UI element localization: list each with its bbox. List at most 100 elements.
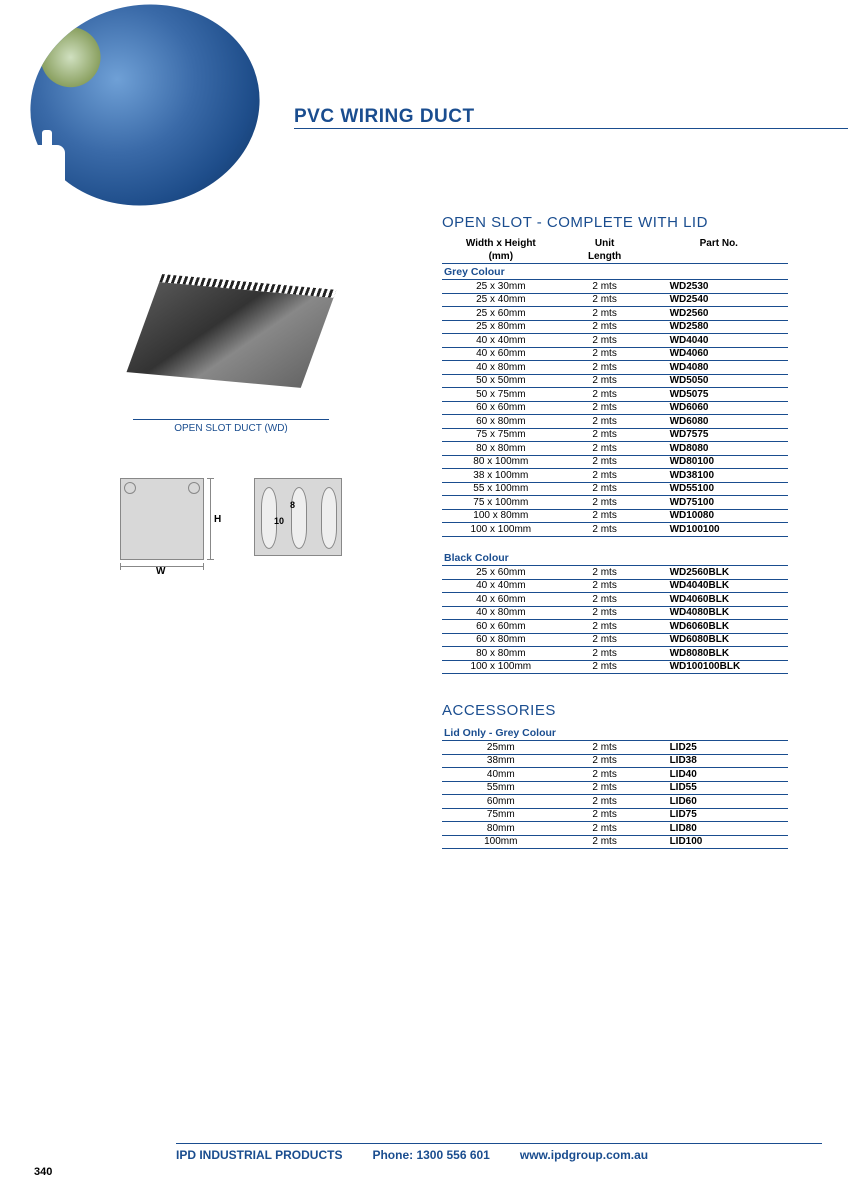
- cell-part: WD55100: [650, 482, 788, 496]
- cell-wh: 60 x 80mm: [442, 633, 560, 647]
- table-row: 50 x 50mm2 mtsWD5050: [442, 374, 788, 388]
- cell-wh: 38 x 100mm: [442, 469, 560, 483]
- cell-part: LID80: [650, 822, 788, 836]
- table-row: 80 x 80mm2 mtsWD8080BLK: [442, 647, 788, 661]
- cell-wh: 25 x 60mm: [442, 566, 560, 580]
- col-unit: Unit: [560, 237, 650, 250]
- dimension-10: 10: [274, 516, 284, 526]
- table-row: 40 x 60mm2 mtsWD4060: [442, 347, 788, 361]
- cell-wh: 40 x 40mm: [442, 579, 560, 593]
- page-title: PVC WIRING DUCT: [294, 106, 475, 128]
- cell-wh: 25 x 30mm: [442, 280, 560, 294]
- table-row: 100mm2 mtsLID100: [442, 835, 788, 849]
- col-part: Part No.: [650, 237, 788, 250]
- cell-wh: 75mm: [442, 808, 560, 822]
- cell-unit: 2 mts: [560, 795, 650, 809]
- cell-part: WD4040BLK: [650, 579, 788, 593]
- footer-url: www.ipdgroup.com.au: [520, 1148, 648, 1162]
- cell-wh: 75 x 75mm: [442, 428, 560, 442]
- footer-phone: Phone: 1300 556 601: [372, 1148, 489, 1162]
- dimension-w: W: [156, 566, 165, 577]
- diagram-slot-view: [254, 478, 342, 556]
- cell-unit: 2 mts: [560, 293, 650, 307]
- cell-wh: 60 x 60mm: [442, 620, 560, 634]
- cell-wh: 40mm: [442, 768, 560, 782]
- cell-wh: 40 x 40mm: [442, 334, 560, 348]
- cell-unit: 2 mts: [560, 822, 650, 836]
- cell-unit: 2 mts: [560, 808, 650, 822]
- cell-unit: 2 mts: [560, 320, 650, 334]
- cell-wh: 100 x 80mm: [442, 509, 560, 523]
- hero-image: [20, 0, 275, 230]
- table-row: 80mm2 mtsLID80: [442, 822, 788, 836]
- dimension-8: 8: [290, 500, 295, 510]
- table-row: 40 x 40mm2 mtsWD4040: [442, 334, 788, 348]
- cell-unit: 2 mts: [560, 660, 650, 674]
- cell-part: WD4080BLK: [650, 606, 788, 620]
- cell-wh: 50 x 75mm: [442, 388, 560, 402]
- diagram-area: H W 8 10: [114, 474, 354, 574]
- section1-heading: OPEN SLOT - COMPLETE WITH LID: [442, 214, 788, 231]
- table-row: 40mm2 mtsLID40: [442, 768, 788, 782]
- cell-unit: 2 mts: [560, 280, 650, 294]
- cell-wh: 40 x 60mm: [442, 347, 560, 361]
- table-row: 40 x 40mm2 mtsWD4040BLK: [442, 579, 788, 593]
- cell-part: LID75: [650, 808, 788, 822]
- table-row: 60 x 80mm2 mtsWD6080BLK: [442, 633, 788, 647]
- cell-wh: 40 x 80mm: [442, 361, 560, 375]
- cell-unit: 2 mts: [560, 835, 650, 849]
- cell-wh: 100 x 100mm: [442, 660, 560, 674]
- cell-part: WD4080: [650, 361, 788, 375]
- cell-wh: 80 x 100mm: [442, 455, 560, 469]
- col-wh: Width x Height: [442, 237, 560, 250]
- table-row: 60 x 60mm2 mtsWD6060BLK: [442, 620, 788, 634]
- cell-unit: 2 mts: [560, 768, 650, 782]
- cell-wh: 55mm: [442, 781, 560, 795]
- product-photo: [130, 280, 335, 410]
- table-row: 25 x 60mm2 mtsWD2560: [442, 307, 788, 321]
- cell-wh: 60 x 80mm: [442, 415, 560, 429]
- title-rule: [294, 128, 848, 129]
- cell-wh: 25mm: [442, 741, 560, 755]
- open-slot-table: Width x Height Unit Part No. (mm) Length…: [442, 237, 788, 674]
- cell-part: WD2530: [650, 280, 788, 294]
- table-row: 100 x 100mm2 mtsWD100100BLK: [442, 660, 788, 674]
- product-caption: OPEN SLOT DUCT (WD): [133, 419, 329, 434]
- cell-part: WD5050: [650, 374, 788, 388]
- cell-part: WD10080: [650, 509, 788, 523]
- table-row: 40 x 80mm2 mtsWD4080BLK: [442, 606, 788, 620]
- table-row: 25 x 80mm2 mtsWD2580: [442, 320, 788, 334]
- page-number: 340: [34, 1166, 52, 1178]
- table-row: 50 x 75mm2 mtsWD5075: [442, 388, 788, 402]
- cell-part: WD80100: [650, 455, 788, 469]
- cell-part: WD4060: [650, 347, 788, 361]
- cell-unit: 2 mts: [560, 496, 650, 510]
- cell-unit: 2 mts: [560, 579, 650, 593]
- footer-company: IPD INDUSTRIAL PRODUCTS: [176, 1148, 342, 1162]
- cell-part: LID38: [650, 754, 788, 768]
- cell-unit: 2 mts: [560, 388, 650, 402]
- cell-unit: 2 mts: [560, 307, 650, 321]
- section2-heading: ACCESSORIES: [442, 702, 788, 719]
- table-row: 40 x 60mm2 mtsWD4060BLK: [442, 593, 788, 607]
- cell-wh: 40 x 80mm: [442, 606, 560, 620]
- cell-part: LID60: [650, 795, 788, 809]
- cell-unit: 2 mts: [560, 334, 650, 348]
- black-colour-label: Black Colour: [442, 550, 788, 566]
- cell-part: WD4040: [650, 334, 788, 348]
- cell-unit: 2 mts: [560, 415, 650, 429]
- cell-unit: 2 mts: [560, 754, 650, 768]
- table-row: 60mm2 mtsLID60: [442, 795, 788, 809]
- cell-part: WD7575: [650, 428, 788, 442]
- cell-wh: 55 x 100mm: [442, 482, 560, 496]
- cell-unit: 2 mts: [560, 455, 650, 469]
- col-wh-sub: (mm): [442, 250, 560, 264]
- cell-wh: 25 x 60mm: [442, 307, 560, 321]
- lid-only-label: Lid Only - Grey Colour: [442, 725, 788, 741]
- table-row: 40 x 80mm2 mtsWD4080: [442, 361, 788, 375]
- cell-wh: 25 x 40mm: [442, 293, 560, 307]
- cell-unit: 2 mts: [560, 741, 650, 755]
- cell-part: WD2560: [650, 307, 788, 321]
- diagram-cross-section: [120, 478, 204, 560]
- table-row: 25mm2 mtsLID25: [442, 741, 788, 755]
